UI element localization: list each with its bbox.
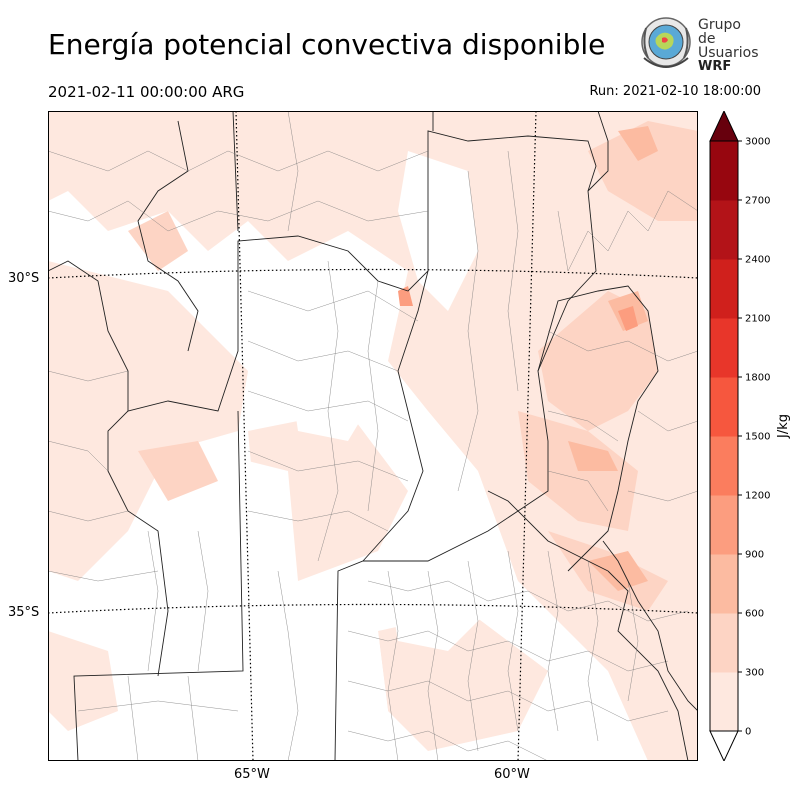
colorbar-segment [710,200,738,260]
lat-line-35 [48,603,698,614]
colorbar-tick-label: 300 [745,668,764,679]
colorbar-segment [710,141,738,201]
lon-label-65: 65°W [234,767,270,782]
colorbar-tick-label: 2100 [745,314,770,325]
colorbar-segment [710,318,738,378]
colorbar-tick-label: 2400 [745,255,770,266]
colorbar-tick-label: 1500 [745,432,770,443]
colorbar-max-extension [709,111,739,142]
colorbar-tick-label: 0 [745,727,751,738]
colorbar-tick-label: 3000 [745,137,770,148]
colorbar-min-extension [709,730,739,761]
colorbar-segment [710,672,738,732]
colorbar-tick-label: 2700 [745,196,770,207]
colorbar-segment [710,554,738,614]
colorbar-label: J/kg [776,414,791,438]
valid-time: 2021-02-11 00:00:00 ARG [48,83,245,101]
globe-emblem-icon [641,17,691,68]
logo-line-1: Grupo de [698,17,741,47]
colorbar-tick-label: 600 [745,609,764,620]
colorbar-tick-label: 1800 [745,373,770,384]
chart-title: Energía potencial convectiva disponible [48,28,606,61]
lat-label-30: 30°S [8,271,40,286]
lat-label-35: 35°S [8,605,40,620]
lon-line-65 [235,111,254,761]
colorbar-segment [710,259,738,319]
cape-field-low [48,111,698,761]
colorbar-segment [710,377,738,437]
lon-label-60: 60°W [494,767,530,782]
department-boundaries [48,111,698,761]
wrf-users-logo: Grupo de Usuarios WRF [638,14,760,74]
colorbar-tick-label: 1200 [745,491,770,502]
run-time: Run: 2021-02-10 18:00:00 [589,84,761,99]
colorbar-segment [710,436,738,496]
colorbar-segment [710,495,738,555]
province-boundaries [48,111,689,761]
colorbar-segment [710,613,738,673]
cape-map [48,111,698,761]
coastline [602,540,698,712]
logo-line-2: Usuarios [698,45,759,61]
lat-line-30 [48,268,698,279]
logo-line-3: WRF [698,59,732,74]
colorbar-tick-label: 900 [745,550,764,561]
lon-line-60 [517,111,537,761]
